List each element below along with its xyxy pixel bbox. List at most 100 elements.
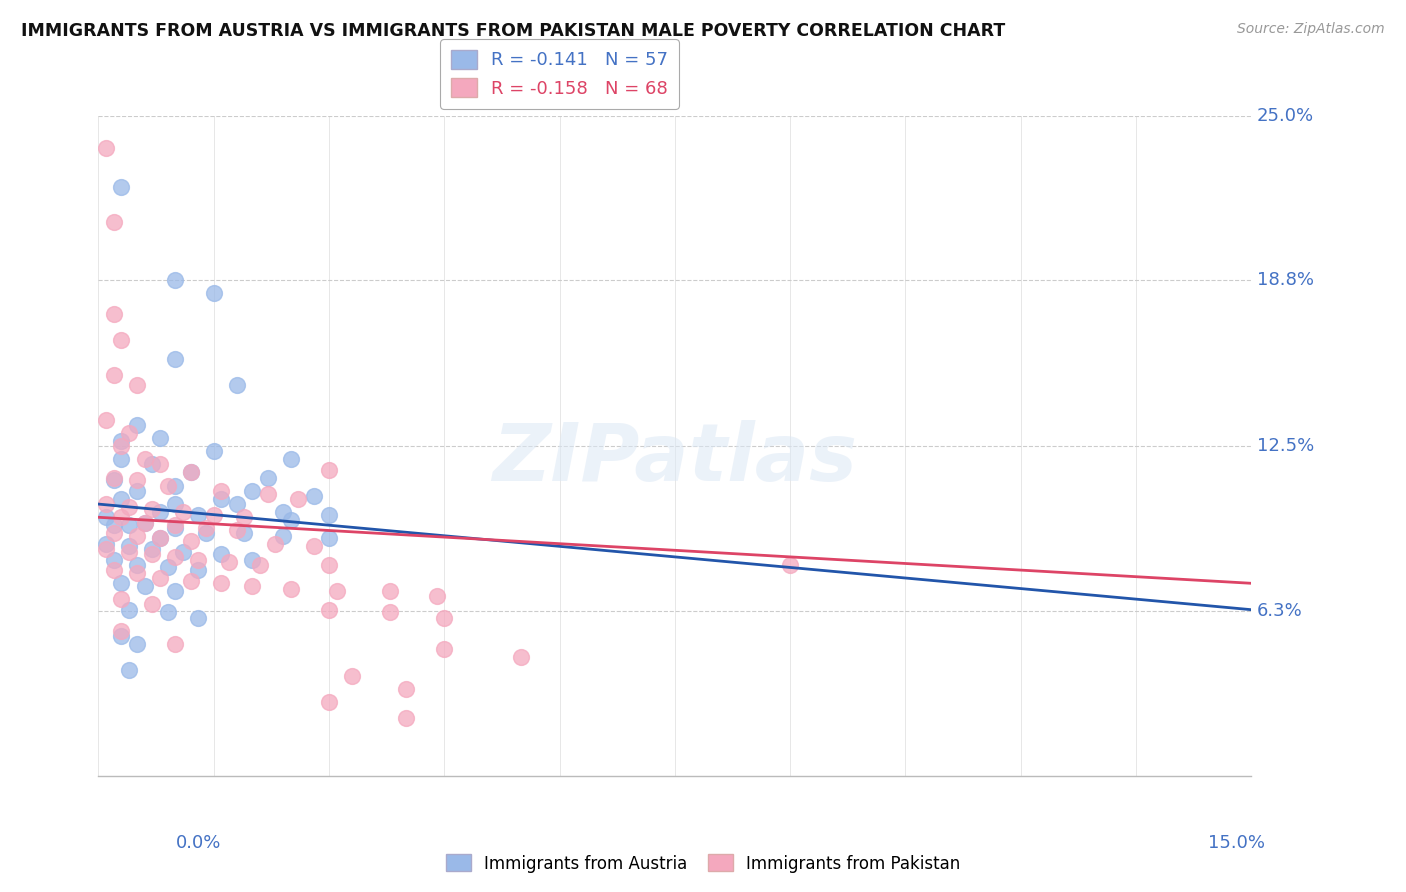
Point	[103, 526, 125, 541]
Point	[118, 518, 141, 533]
Point	[125, 566, 148, 580]
Point	[134, 452, 156, 467]
Point	[118, 500, 141, 514]
Point	[302, 539, 325, 553]
Point	[325, 584, 347, 599]
Point	[94, 537, 117, 551]
Point	[318, 463, 340, 477]
Point	[125, 558, 148, 572]
Point	[180, 534, 202, 549]
Point	[110, 576, 132, 591]
Point	[280, 513, 302, 527]
Text: 25.0%: 25.0%	[1257, 107, 1315, 125]
Point	[110, 510, 132, 524]
Point	[94, 497, 117, 511]
Point	[218, 555, 240, 569]
Point	[240, 483, 263, 498]
Point	[380, 584, 402, 599]
Point	[156, 560, 179, 574]
Point	[225, 497, 247, 511]
Point	[165, 273, 187, 287]
Point	[110, 439, 132, 453]
Point	[110, 491, 132, 506]
Text: 6.3%: 6.3%	[1257, 602, 1303, 620]
Text: 0.0%: 0.0%	[176, 834, 221, 852]
Point	[302, 489, 325, 503]
Point	[225, 524, 247, 538]
Point	[225, 378, 247, 392]
Point	[103, 214, 125, 228]
Point	[118, 664, 141, 678]
Point	[280, 452, 302, 467]
Point	[134, 516, 156, 530]
Point	[110, 180, 132, 194]
Point	[233, 526, 256, 541]
Text: Source: ZipAtlas.com: Source: ZipAtlas.com	[1237, 22, 1385, 37]
Point	[118, 539, 141, 553]
Point	[202, 508, 225, 522]
Point	[187, 552, 209, 566]
Point	[180, 466, 202, 480]
Point	[141, 598, 163, 612]
Point	[318, 695, 340, 709]
Point	[280, 582, 302, 596]
Point	[103, 518, 125, 533]
Point	[271, 505, 294, 519]
Point	[165, 549, 187, 564]
Point	[510, 650, 533, 665]
Point	[94, 541, 117, 556]
Point	[340, 669, 363, 683]
Point	[165, 637, 187, 651]
Point	[141, 547, 163, 561]
Point	[433, 642, 456, 657]
Point	[149, 532, 172, 546]
Point	[249, 558, 271, 572]
Point	[395, 711, 418, 725]
Point	[149, 458, 172, 472]
Point	[187, 508, 209, 522]
Point	[187, 563, 209, 577]
Point	[380, 605, 402, 619]
Point	[172, 505, 194, 519]
Point	[165, 518, 187, 533]
Point	[118, 425, 141, 440]
Point	[256, 471, 278, 485]
Point	[172, 544, 194, 558]
Point	[240, 579, 263, 593]
Point	[195, 526, 218, 541]
Point	[103, 307, 125, 321]
Point	[110, 452, 132, 467]
Point	[125, 637, 148, 651]
Point	[110, 334, 132, 348]
Point	[118, 544, 141, 558]
Point	[103, 368, 125, 382]
Point	[149, 571, 172, 585]
Point	[209, 491, 232, 506]
Point	[209, 547, 232, 561]
Legend: Immigrants from Austria, Immigrants from Pakistan: Immigrants from Austria, Immigrants from…	[439, 847, 967, 880]
Point	[125, 529, 148, 543]
Point	[195, 521, 218, 535]
Text: IMMIGRANTS FROM AUSTRIA VS IMMIGRANTS FROM PAKISTAN MALE POVERTY CORRELATION CHA: IMMIGRANTS FROM AUSTRIA VS IMMIGRANTS FR…	[21, 22, 1005, 40]
Text: 18.8%: 18.8%	[1257, 270, 1315, 289]
Point	[426, 590, 449, 604]
Point	[180, 466, 202, 480]
Point	[110, 624, 132, 638]
Point	[103, 563, 125, 577]
Point	[318, 508, 340, 522]
Point	[110, 592, 132, 607]
Point	[779, 558, 801, 572]
Point	[125, 378, 148, 392]
Point	[149, 532, 172, 546]
Point	[202, 444, 225, 458]
Point	[94, 412, 117, 426]
Point	[318, 603, 340, 617]
Point	[134, 579, 156, 593]
Point	[209, 576, 232, 591]
Point	[180, 574, 202, 588]
Point	[156, 478, 179, 492]
Point	[103, 471, 125, 485]
Point	[141, 458, 163, 472]
Point	[202, 285, 225, 300]
Point	[233, 510, 256, 524]
